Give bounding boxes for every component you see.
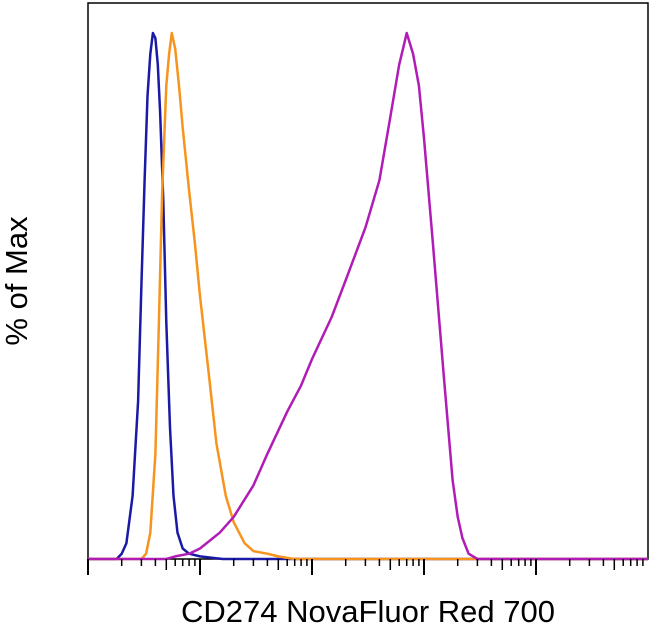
y-axis-label: % of Max <box>0 216 34 346</box>
x-axis-ticks <box>87 559 644 575</box>
histogram-series-2 <box>88 31 648 561</box>
plot-frame <box>87 2 649 560</box>
x-axis-label: CD274 NovaFluor Red 700 <box>181 594 555 629</box>
series-layer <box>88 31 648 561</box>
histogram-series-3 <box>88 31 648 561</box>
